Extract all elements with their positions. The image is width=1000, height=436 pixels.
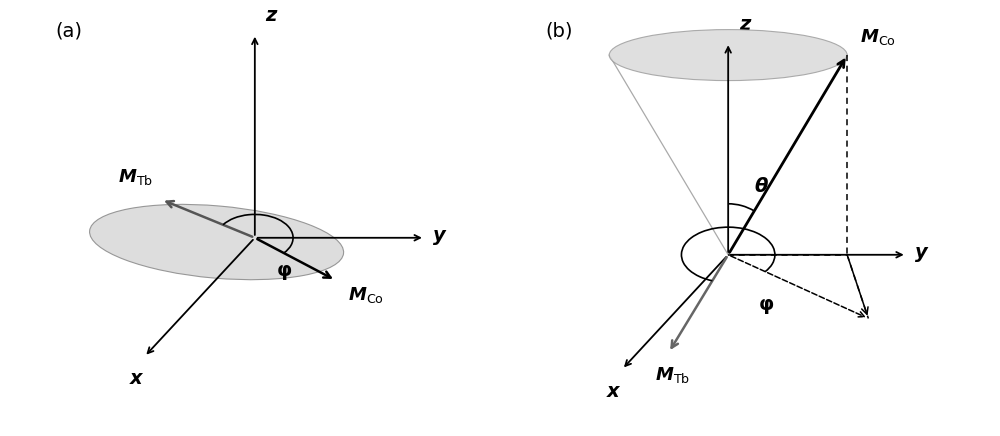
Ellipse shape — [90, 204, 344, 279]
Text: $\boldsymbol{M}_{\mathrm{Tb}}$: $\boldsymbol{M}_{\mathrm{Tb}}$ — [655, 365, 690, 385]
Text: z: z — [739, 15, 750, 34]
Text: z: z — [265, 7, 277, 25]
Text: x: x — [607, 382, 620, 401]
Text: x: x — [130, 369, 142, 388]
Text: $\boldsymbol{M}_{\mathrm{Tb}}$: $\boldsymbol{M}_{\mathrm{Tb}}$ — [118, 167, 153, 187]
Text: y: y — [915, 243, 928, 262]
Text: $\boldsymbol{\varphi}$: $\boldsymbol{\varphi}$ — [758, 297, 774, 316]
Text: $\boldsymbol{\theta}$: $\boldsymbol{\theta}$ — [754, 177, 769, 196]
Text: (a): (a) — [55, 21, 82, 40]
Text: (b): (b) — [545, 21, 573, 40]
Text: y: y — [433, 226, 446, 245]
Text: $\boldsymbol{M}_{\mathrm{Co}}$: $\boldsymbol{M}_{\mathrm{Co}}$ — [348, 285, 384, 304]
Text: $\boldsymbol{M}_{\mathrm{Co}}$: $\boldsymbol{M}_{\mathrm{Co}}$ — [860, 27, 896, 47]
Ellipse shape — [609, 30, 847, 81]
Text: $\boldsymbol{\varphi}$: $\boldsymbol{\varphi}$ — [276, 263, 292, 282]
